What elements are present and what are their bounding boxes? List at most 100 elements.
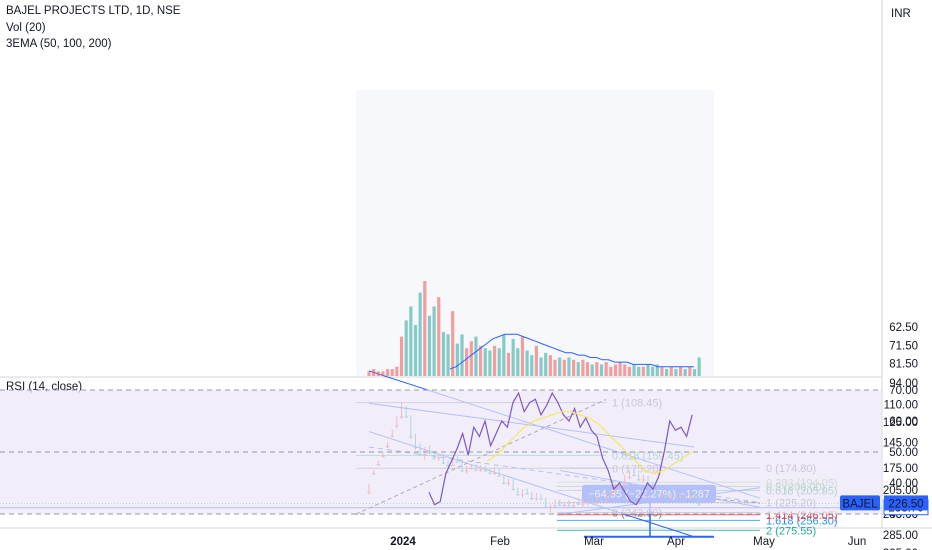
- volume-bar: [627, 366, 631, 376]
- volume-bar: [599, 364, 604, 376]
- volume-bar: [632, 364, 636, 376]
- volume-bar: [660, 366, 664, 376]
- price-tick-label: 62.50: [889, 322, 918, 334]
- price-tick-label: 71.50: [889, 341, 918, 353]
- volume-bar: [506, 352, 511, 376]
- time-tick-label: Apr: [667, 536, 685, 548]
- ticker-tag: BAJEL: [842, 498, 878, 510]
- volume-bar: [413, 325, 418, 376]
- volume-bar: [590, 364, 594, 376]
- volume-bar: [479, 345, 483, 376]
- volume-bar: [455, 343, 459, 376]
- volume-bar: [581, 359, 585, 376]
- volume-bar: [692, 369, 697, 376]
- last-price-tag-bg: [884, 495, 928, 511]
- ticker-tag-bg: [840, 495, 880, 511]
- time-tick-label: Jun: [848, 536, 867, 548]
- volume-bar: [492, 345, 497, 376]
- volume-bar: [516, 348, 520, 376]
- price-tick-label: 94.00: [889, 378, 918, 390]
- volume-bar: [432, 306, 436, 376]
- volume-bar: [609, 366, 613, 376]
- price-tick-label: 175.00: [883, 463, 918, 475]
- volume-bar: [511, 338, 515, 376]
- volume-bar: [534, 345, 538, 376]
- volume-bar: [525, 350, 529, 376]
- volume-bar: [530, 355, 534, 376]
- volume-bar: [390, 369, 394, 376]
- rsi-tick-label: 50.00: [889, 447, 918, 459]
- currency-label: INR: [891, 8, 911, 20]
- volume-bar: [502, 334, 506, 376]
- volume-bar: [544, 352, 548, 376]
- volume-bar: [372, 369, 376, 376]
- price-tick-label: 145.00: [883, 437, 918, 449]
- volume-bar: [437, 297, 441, 376]
- volume-bar: [423, 281, 427, 376]
- price-tick-label: 125.00: [883, 417, 918, 429]
- volume-bar: [651, 366, 655, 376]
- volume-ma-line: [449, 333, 694, 370]
- volume-bar: [562, 359, 566, 376]
- volume-bar: [376, 371, 380, 376]
- ema-legend: 3EMA (50, 100, 200): [6, 38, 112, 50]
- volume-bar: [655, 364, 659, 376]
- volume-bar: [427, 315, 432, 376]
- rsi-tick-label: 70.00: [889, 385, 918, 397]
- chart-title: BAJEL PROJECTS LTD, 1D, NSE: [6, 5, 181, 17]
- volume-bar: [669, 366, 673, 376]
- volume-bar: [585, 362, 590, 376]
- fib-level-label: 1.618 (256.30): [766, 515, 838, 527]
- volume-bar: [604, 362, 608, 376]
- volume-bar: [399, 336, 404, 376]
- price-tick-label: 325.00: [883, 548, 918, 550]
- volume-bar: [488, 350, 492, 376]
- volume-bar: [697, 357, 701, 376]
- volume-bar: [678, 366, 683, 376]
- volume-bar: [613, 364, 618, 376]
- volume-bar: [465, 348, 469, 376]
- fib-level-label: 2 (275.55): [766, 525, 816, 537]
- rsi-tick-label: 40.00: [889, 478, 918, 490]
- last-price-tag: 226.50: [888, 498, 923, 510]
- volume-bar: [665, 369, 669, 376]
- volume-bar: [409, 306, 413, 376]
- volume-bar: [623, 364, 627, 376]
- rsi-tick-label: 60.00: [889, 416, 918, 428]
- volume-bar: [688, 366, 692, 376]
- volume-bar: [367, 371, 371, 376]
- volume-bar: [576, 362, 580, 376]
- volume-bar: [474, 336, 478, 376]
- volume-bar: [381, 371, 385, 376]
- volume-bar: [595, 362, 599, 376]
- volume-bar: [674, 369, 678, 376]
- volume-bar: [395, 366, 399, 376]
- volume-bar: [520, 336, 525, 376]
- volume-bar: [451, 311, 455, 376]
- price-tick-label: 110.00: [884, 400, 918, 412]
- time-tick-label: Mar: [584, 536, 604, 548]
- price-tick-label: 81.50: [889, 359, 918, 371]
- volume-bar: [446, 334, 450, 376]
- volume-bar: [558, 357, 562, 376]
- time-tick-label: May: [753, 536, 775, 548]
- volume-bar: [683, 369, 687, 376]
- volume-bar: [618, 362, 622, 376]
- volume-bar: [637, 366, 641, 376]
- volume-bar: [460, 334, 464, 376]
- volume-bar: [386, 369, 390, 376]
- volume-bar: [418, 292, 422, 376]
- volume-bar: [641, 366, 645, 376]
- rsi-line: [428, 391, 693, 506]
- volume-bar: [441, 331, 445, 376]
- volume-bar: [539, 357, 543, 376]
- volume-legend: Vol (20): [6, 22, 46, 34]
- volume-bar: [404, 320, 408, 376]
- volume-bar: [567, 357, 571, 376]
- volume-bar: [553, 359, 557, 376]
- volume-bar: [497, 348, 501, 376]
- volume-bar: [548, 355, 552, 376]
- volume-bar: [572, 359, 576, 376]
- volume-bar: [469, 341, 473, 376]
